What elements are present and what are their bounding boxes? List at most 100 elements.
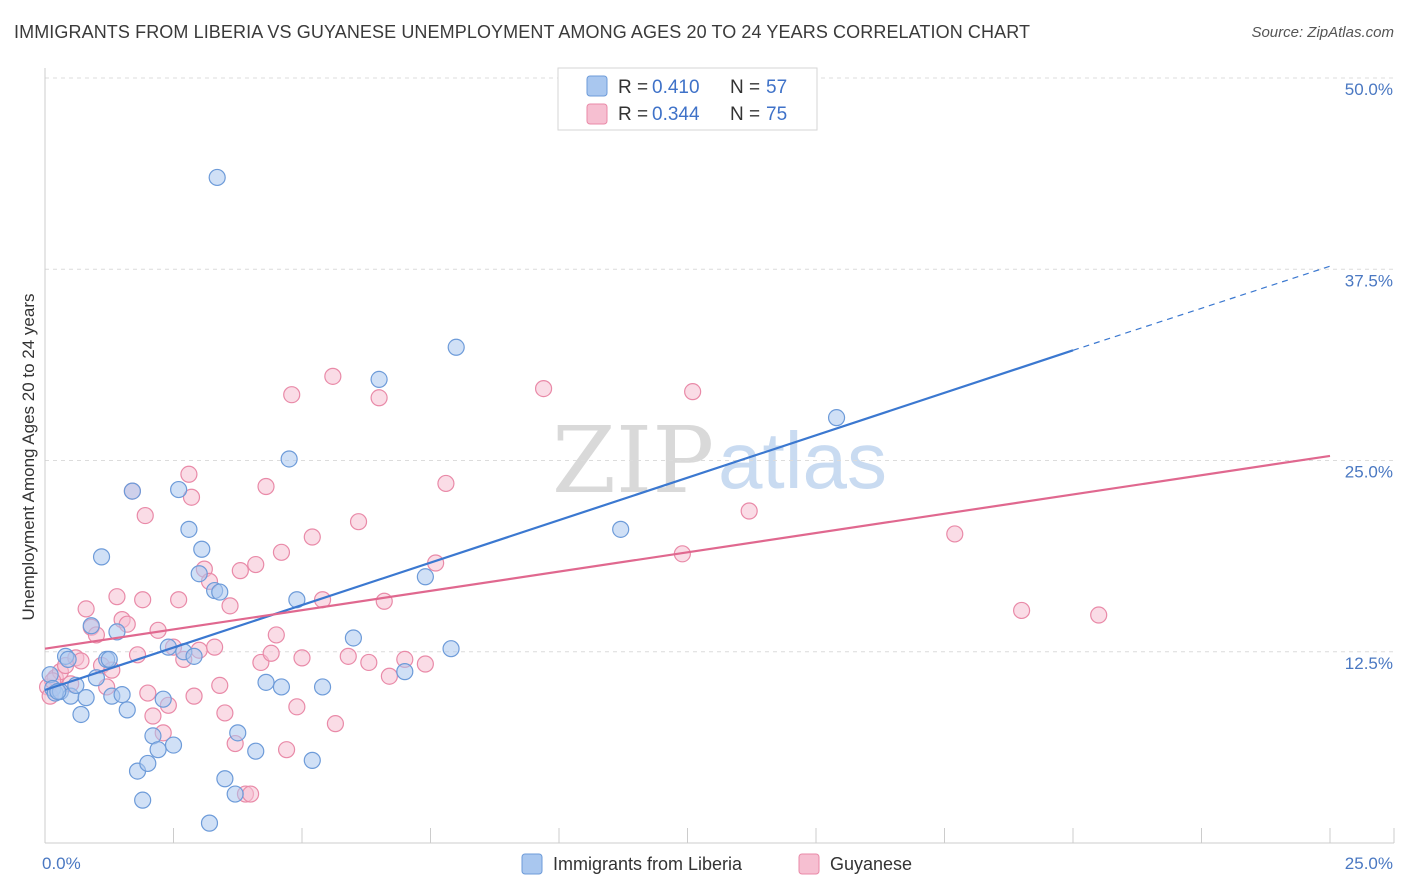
liberia-point-22 <box>149 741 167 759</box>
guyanese-point-48 <box>272 543 291 561</box>
liberia-point-34 <box>211 583 229 601</box>
liberia-point-50 <box>442 640 460 658</box>
liberia-point-35 <box>208 168 226 187</box>
y-tick-label-0: 12.5% <box>1345 654 1393 673</box>
guyanese-point-60 <box>370 389 388 407</box>
guyanese-point-62 <box>380 667 398 685</box>
liberia-point-48 <box>396 663 414 681</box>
liberia-point-40 <box>257 673 275 691</box>
guyanese-point-58 <box>349 513 368 531</box>
guyanese-point-35 <box>206 638 224 656</box>
trendline-liberia-extension <box>1072 265 1331 351</box>
guyanese-point-64 <box>416 655 434 673</box>
x-tick-label-1: 25.0% <box>1345 854 1393 873</box>
y-tick-labels: 12.5% 25.0% 37.5% 50.0% <box>1345 80 1393 673</box>
guyanese-point-37 <box>216 704 234 722</box>
bottom-legend-swatch-liberia <box>521 853 543 875</box>
legend-r-label-0: R = <box>618 77 648 98</box>
liberia-point-19 <box>134 791 152 809</box>
liberia-point-20 <box>139 754 157 773</box>
liberia-point-39 <box>247 742 265 760</box>
guyanese-point-66 <box>437 474 455 493</box>
liberia-point-44 <box>303 751 321 769</box>
guyanese-point-40 <box>231 562 249 580</box>
liberia-point-51 <box>447 338 465 356</box>
legend-r-value-1: 0.344 <box>652 104 700 125</box>
y-tick-label-3: 50.0% <box>1345 80 1393 99</box>
guyanese-point-61 <box>375 592 393 610</box>
guyanese-point-45 <box>257 477 275 496</box>
guyanese-point-21 <box>139 684 157 702</box>
liberia-point-55 <box>59 650 77 669</box>
liberia-point-8 <box>77 689 95 707</box>
liberia-point-36 <box>216 770 234 788</box>
liberia-point-7 <box>72 705 90 724</box>
x-tick-labels: 0.0% 25.0% <box>42 854 1393 873</box>
guyanese-point-29 <box>180 465 198 483</box>
x-tick-marks <box>44 828 1395 843</box>
y-tick-label-1: 25.0% <box>1345 463 1393 482</box>
liberia-point-15 <box>113 685 131 704</box>
liberia-point-49 <box>416 568 434 586</box>
guyanese-point-30 <box>182 488 201 506</box>
guyanese-point-20 <box>136 506 154 525</box>
liberia-point-25 <box>164 736 183 754</box>
trendline-guyanese <box>44 454 1331 650</box>
y-tick-label-2: 37.5% <box>1345 271 1393 290</box>
source-label: Source: ZipAtlas.com <box>1251 24 1394 41</box>
liberia-point-23 <box>154 690 172 708</box>
axes <box>44 68 1394 844</box>
liberia-point-45 <box>313 678 332 696</box>
guyanese-point-42 <box>242 785 260 803</box>
trendline-liberia <box>44 349 1074 692</box>
bottom-legend-label-guyanese: Guyanese <box>830 854 912 874</box>
guyanese-point-71 <box>946 525 964 543</box>
guyanese-point-50 <box>283 386 301 404</box>
guyanese-point-22 <box>144 707 162 725</box>
liberia-point-28 <box>180 520 198 538</box>
liberia-point-46 <box>344 629 362 647</box>
guyanese-point-70 <box>740 502 758 520</box>
legend-r-value-0: 0.410 <box>652 77 700 98</box>
guyanese-point-38 <box>221 597 239 615</box>
guyanese-point-57 <box>339 647 357 665</box>
guyanese-point-47 <box>267 626 285 644</box>
legend-n-label-1: N = <box>730 104 760 125</box>
x-tick-label-0: 0.0% <box>42 854 81 873</box>
guyanese-point-14 <box>108 588 126 606</box>
liberia-point-17 <box>123 482 141 500</box>
watermark-atlas: atlas <box>718 416 887 505</box>
liberia-point-9 <box>82 617 100 635</box>
guyanese-point-72 <box>1012 601 1031 620</box>
y-axis-label: Unemployment Among Ages 20 to 24 years <box>19 294 38 621</box>
guyanese-point-55 <box>324 367 342 385</box>
liberia-point-37 <box>226 785 244 803</box>
guyanese-point-19 <box>134 591 152 609</box>
legend-n-label-0: N = <box>730 77 760 98</box>
liberia-point-38 <box>229 724 247 742</box>
guyanese-point-43 <box>247 555 265 574</box>
guyanese-point-56 <box>326 715 345 733</box>
guyanese-point-59 <box>360 653 378 672</box>
legend-n-value-0: 57 <box>766 77 787 98</box>
liberia-point-56 <box>100 650 118 669</box>
liberia-point-32 <box>200 814 219 832</box>
liberia-point-30 <box>190 565 208 583</box>
legend-r-label-1: R = <box>618 104 648 125</box>
liberia-point-26 <box>170 480 188 499</box>
liberia-point-42 <box>280 450 298 468</box>
guyanese-point-46 <box>262 644 280 662</box>
legend-swatch-liberia <box>586 75 608 97</box>
liberia-point-29 <box>185 647 203 665</box>
liberia-point-16 <box>118 701 136 719</box>
legend-swatch-guyanese <box>586 103 608 125</box>
bottom-legend-swatch-guyanese <box>798 853 820 875</box>
liberia-point-52 <box>612 520 630 538</box>
liberia-point-11 <box>92 548 111 566</box>
guyanese-point-49 <box>277 741 296 759</box>
legend-n-value-1: 75 <box>766 104 787 125</box>
liberia-point-31 <box>193 540 211 558</box>
guyanese-point-27 <box>170 591 188 609</box>
bottom-legend: Immigrants from Liberia Guyanese <box>521 853 912 875</box>
